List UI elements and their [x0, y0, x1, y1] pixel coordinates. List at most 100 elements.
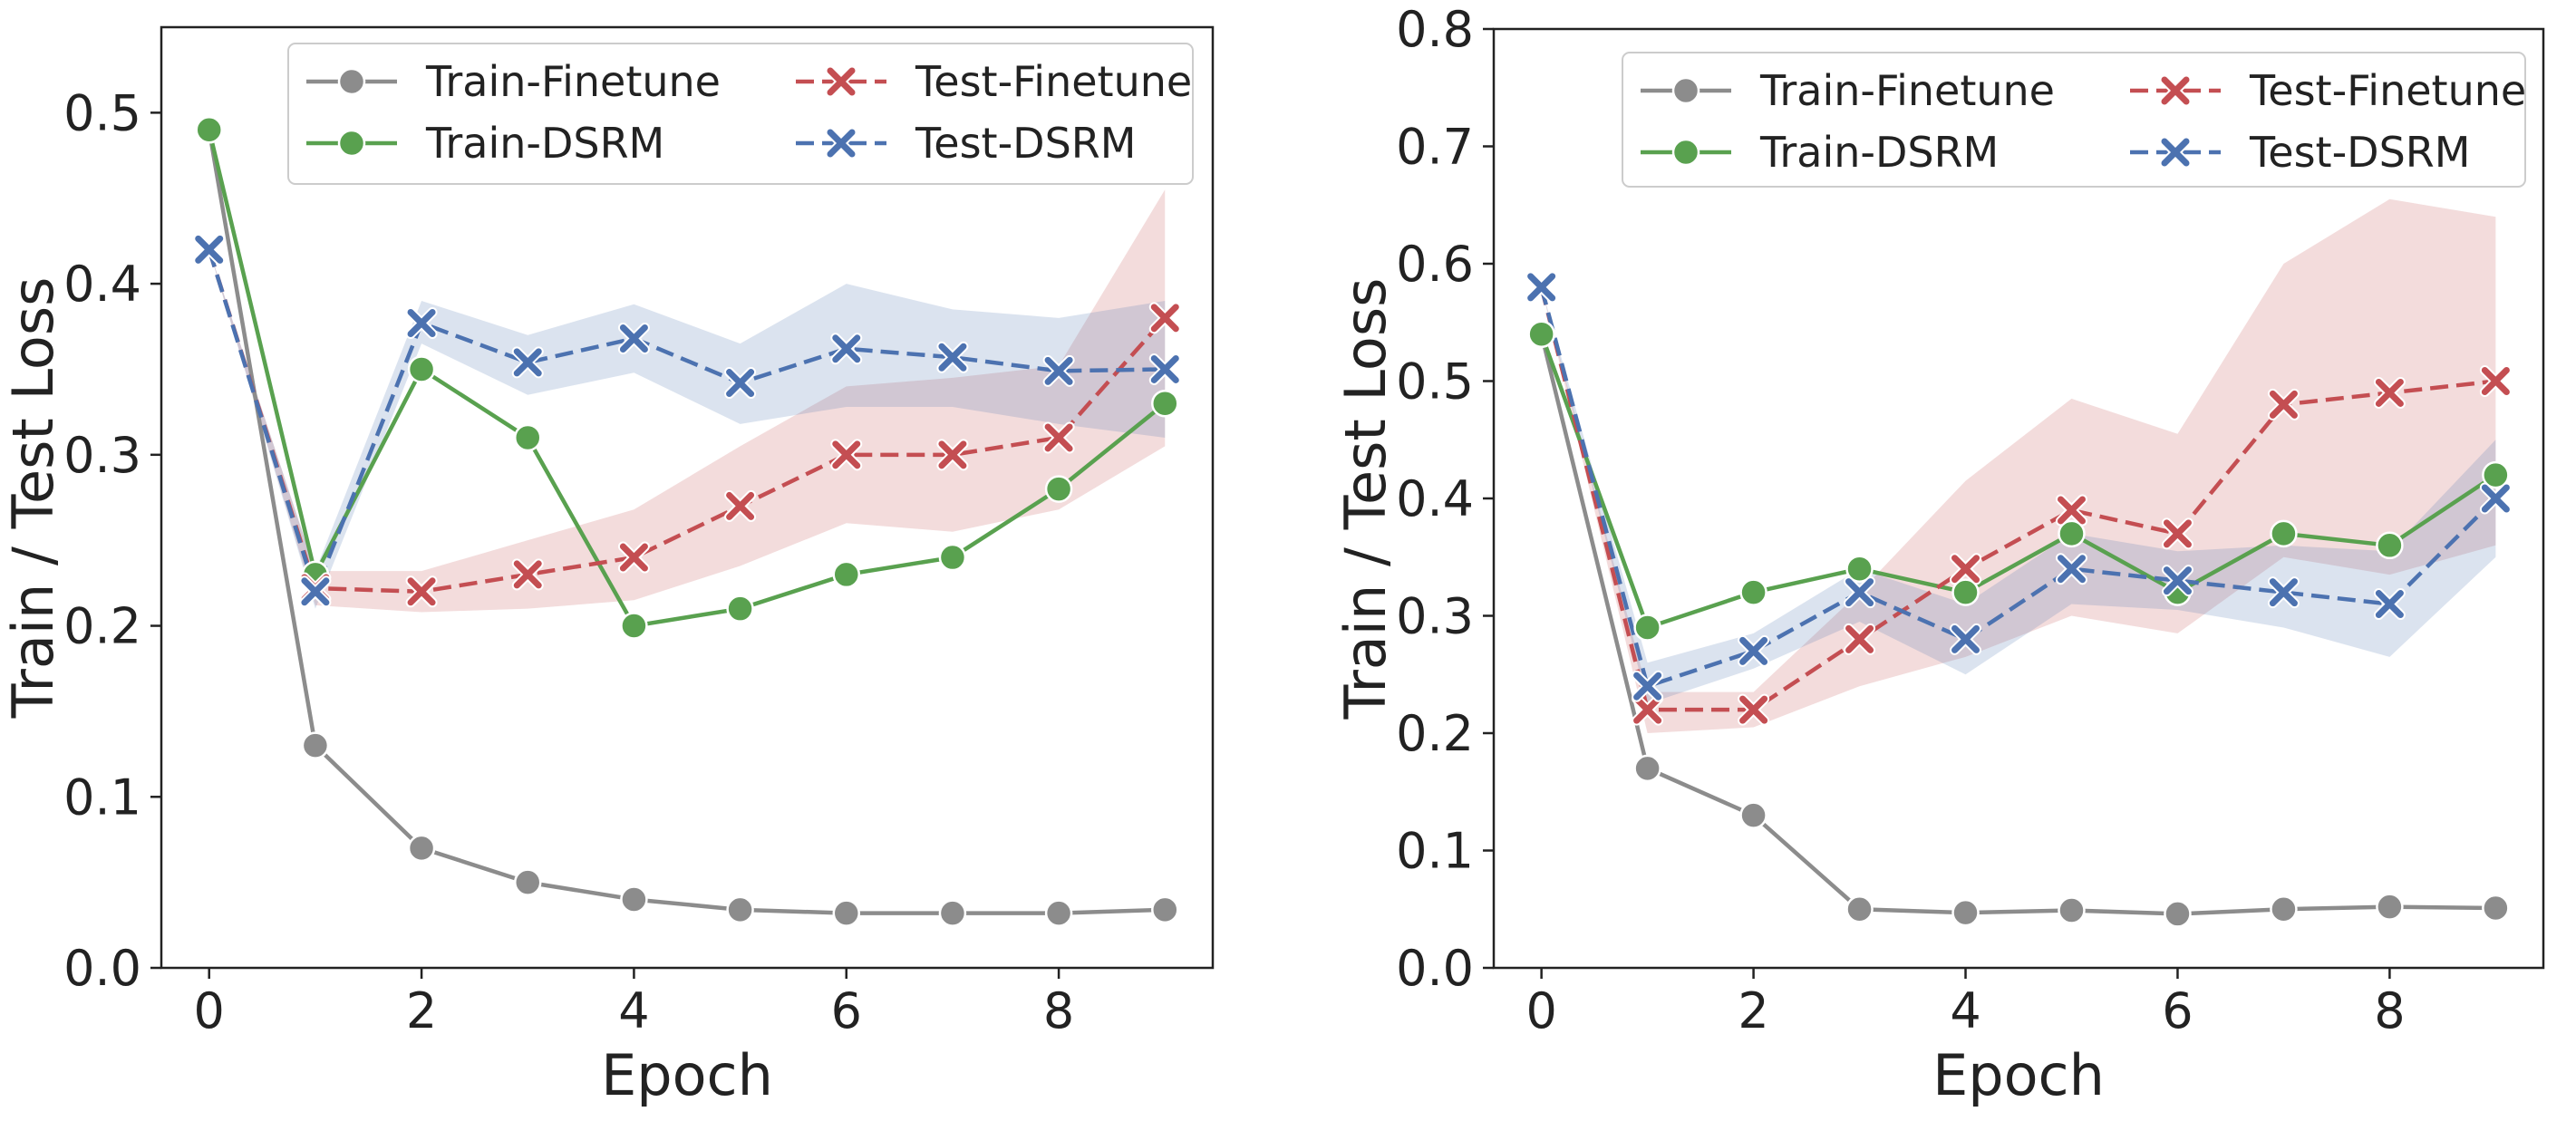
data-point-test-dsrm — [1148, 353, 1181, 385]
legend: Train-Finetune Train-DSRM Test-Finetune Tes… — [287, 43, 1194, 185]
legend-box — [1622, 52, 2526, 188]
data-point-train-dsrm — [620, 612, 648, 640]
plot-frame — [160, 25, 1215, 970]
x-tick-label: 4 — [1950, 982, 1980, 1039]
data-point-test-finetune — [617, 541, 650, 574]
data-point-train-finetune — [2058, 896, 2086, 924]
y-tick-label: 0.7 — [1396, 119, 1474, 176]
y-tick-label: 0.0 — [1396, 940, 1474, 997]
x-tick-label: 2 — [406, 982, 437, 1039]
legend: Train-Finetune Train-DSRM Test-Finetune Tes… — [1622, 52, 2526, 188]
confidence-band-test-finetune — [1541, 198, 2496, 733]
legend-item-train-dsrm: Train-DSRM — [1641, 128, 1999, 177]
data-point-train-finetune — [1951, 898, 1980, 927]
data-point-train-dsrm — [726, 594, 754, 623]
x-tick-label: 6 — [2162, 982, 2193, 1039]
data-point-train-dsrm — [2058, 519, 2086, 548]
y-axis-label: Train / Test Loss — [1332, 278, 1399, 720]
data-point-train-finetune — [301, 731, 330, 759]
data-point-train-dsrm — [1739, 578, 1767, 606]
legend-marker — [2159, 74, 2192, 107]
legend-marker — [2159, 136, 2192, 169]
x-tick-label: 2 — [1738, 982, 1768, 1039]
legend-item-test-dsrm: Test-DSRM — [2130, 128, 2470, 177]
series-line-train-dsrm — [207, 129, 1167, 629]
y-tick-label: 0.2 — [1396, 705, 1474, 762]
legend-marker — [825, 65, 857, 98]
x-tick-label: 8 — [2374, 982, 2405, 1039]
series-line-test-finetune — [207, 248, 1167, 594]
y-tick-label: 0.3 — [63, 427, 141, 484]
x-axis-label: Epoch — [601, 1042, 773, 1108]
series-line-train-finetune — [207, 129, 1166, 915]
data-point-test-finetune — [1632, 693, 1664, 726]
legend-label: Train-Finetune — [425, 57, 721, 106]
left-chart-panel: 0 2 4 6 8 0.0 0.1 0.2 0.3 0.4 0.5 Epoch Train / Test… — [0, 25, 1215, 1108]
data-point-test-finetune — [1042, 421, 1075, 454]
x-tick-label: 0 — [1525, 982, 1556, 1039]
data-point-test-finetune — [1844, 623, 1876, 655]
y-tick-label: 0.1 — [63, 768, 141, 826]
x-tick-label: 6 — [831, 982, 862, 1039]
data-point-test-finetune — [1950, 553, 1982, 585]
y-tick-label: 0.4 — [1396, 470, 1474, 527]
data-point-train-dsrm — [1151, 389, 1179, 418]
data-point-test-dsrm — [405, 306, 438, 339]
data-point-test-dsrm — [193, 233, 226, 266]
legend-label: Train-DSRM — [425, 119, 664, 168]
data-point-test-finetune — [830, 439, 863, 471]
data-point-test-finetune — [2479, 365, 2512, 397]
legend-item-train-finetune: Train-Finetune — [1641, 66, 2055, 115]
legend-item-test-dsrm: Test-DSRM — [796, 119, 1136, 168]
data-point-test-dsrm — [299, 575, 332, 608]
data-point-test-finetune — [2267, 388, 2300, 420]
data-point-train-dsrm — [407, 355, 436, 383]
data-point-train-dsrm — [195, 115, 223, 144]
data-point-test-finetune — [405, 575, 438, 608]
data-point-train-dsrm — [1633, 614, 1661, 642]
data-point-train-dsrm — [1527, 320, 1555, 348]
x-tick-label: 8 — [1043, 982, 1074, 1039]
legend-item-train-finetune: Train-Finetune — [306, 57, 721, 106]
data-point-test-finetune — [2161, 517, 2193, 550]
y-tick-label: 0.8 — [1396, 1, 1474, 58]
data-point-train-finetune — [407, 834, 436, 863]
series-line-train-dsrm — [1539, 333, 2497, 631]
x-axis-label: Epoch — [1932, 1042, 2105, 1108]
data-point-train-finetune — [513, 868, 542, 896]
data-point-test-dsrm — [2267, 576, 2300, 609]
data-point-train-finetune — [1845, 895, 1874, 923]
legend-item-test-finetune: Test-Finetune — [796, 57, 1192, 106]
legend-item-test-finetune: Test-Finetune — [2130, 66, 2526, 115]
y-tick-label: 0.1 — [1396, 823, 1474, 880]
y-tick-label: 0.6 — [1396, 236, 1474, 293]
legend-marker — [337, 67, 366, 96]
data-point-test-finetune — [2055, 494, 2087, 527]
legend-item-train-dsrm: Train-DSRM — [306, 119, 664, 168]
data-point-test-dsrm — [1950, 623, 1982, 655]
data-point-test-dsrm — [2055, 553, 2087, 585]
legend-marker — [337, 129, 366, 158]
y-tick-label: 0.5 — [63, 84, 141, 141]
y-tick-label: 0.5 — [1396, 353, 1474, 411]
legend-label: Test-DSRM — [915, 119, 1136, 168]
data-point-train-finetune — [1739, 801, 1767, 829]
data-point-train-finetune — [1633, 754, 1661, 783]
data-point-test-dsrm — [1632, 670, 1664, 702]
data-point-test-dsrm — [511, 346, 544, 379]
right-chart-panel: 0 2 4 6 8 0.0 0.1 0.2 0.3 0.4 0.5 0.6 0.7 0.8 Epoch Tra… — [1332, 1, 2545, 1108]
series-line-train-finetune — [1539, 334, 2496, 916]
x-tick-label: 4 — [618, 982, 649, 1039]
series-line-test-dsrm — [207, 248, 1166, 598]
legend-box — [287, 43, 1194, 185]
data-point-train-finetune — [620, 885, 648, 914]
data-point-test-dsrm — [1738, 634, 1770, 667]
series-line-test-finetune — [1539, 286, 2496, 712]
confidence-band-test-finetune — [208, 189, 1166, 613]
data-point-test-finetune — [1738, 693, 1770, 726]
legend-label: Test-DSRM — [2249, 128, 2470, 177]
y-axis-label: Train / Test Loss — [0, 277, 66, 720]
data-point-train-finetune — [938, 899, 967, 927]
data-point-train-dsrm — [1951, 578, 1980, 606]
y-tick-label: 0.3 — [1396, 588, 1474, 645]
